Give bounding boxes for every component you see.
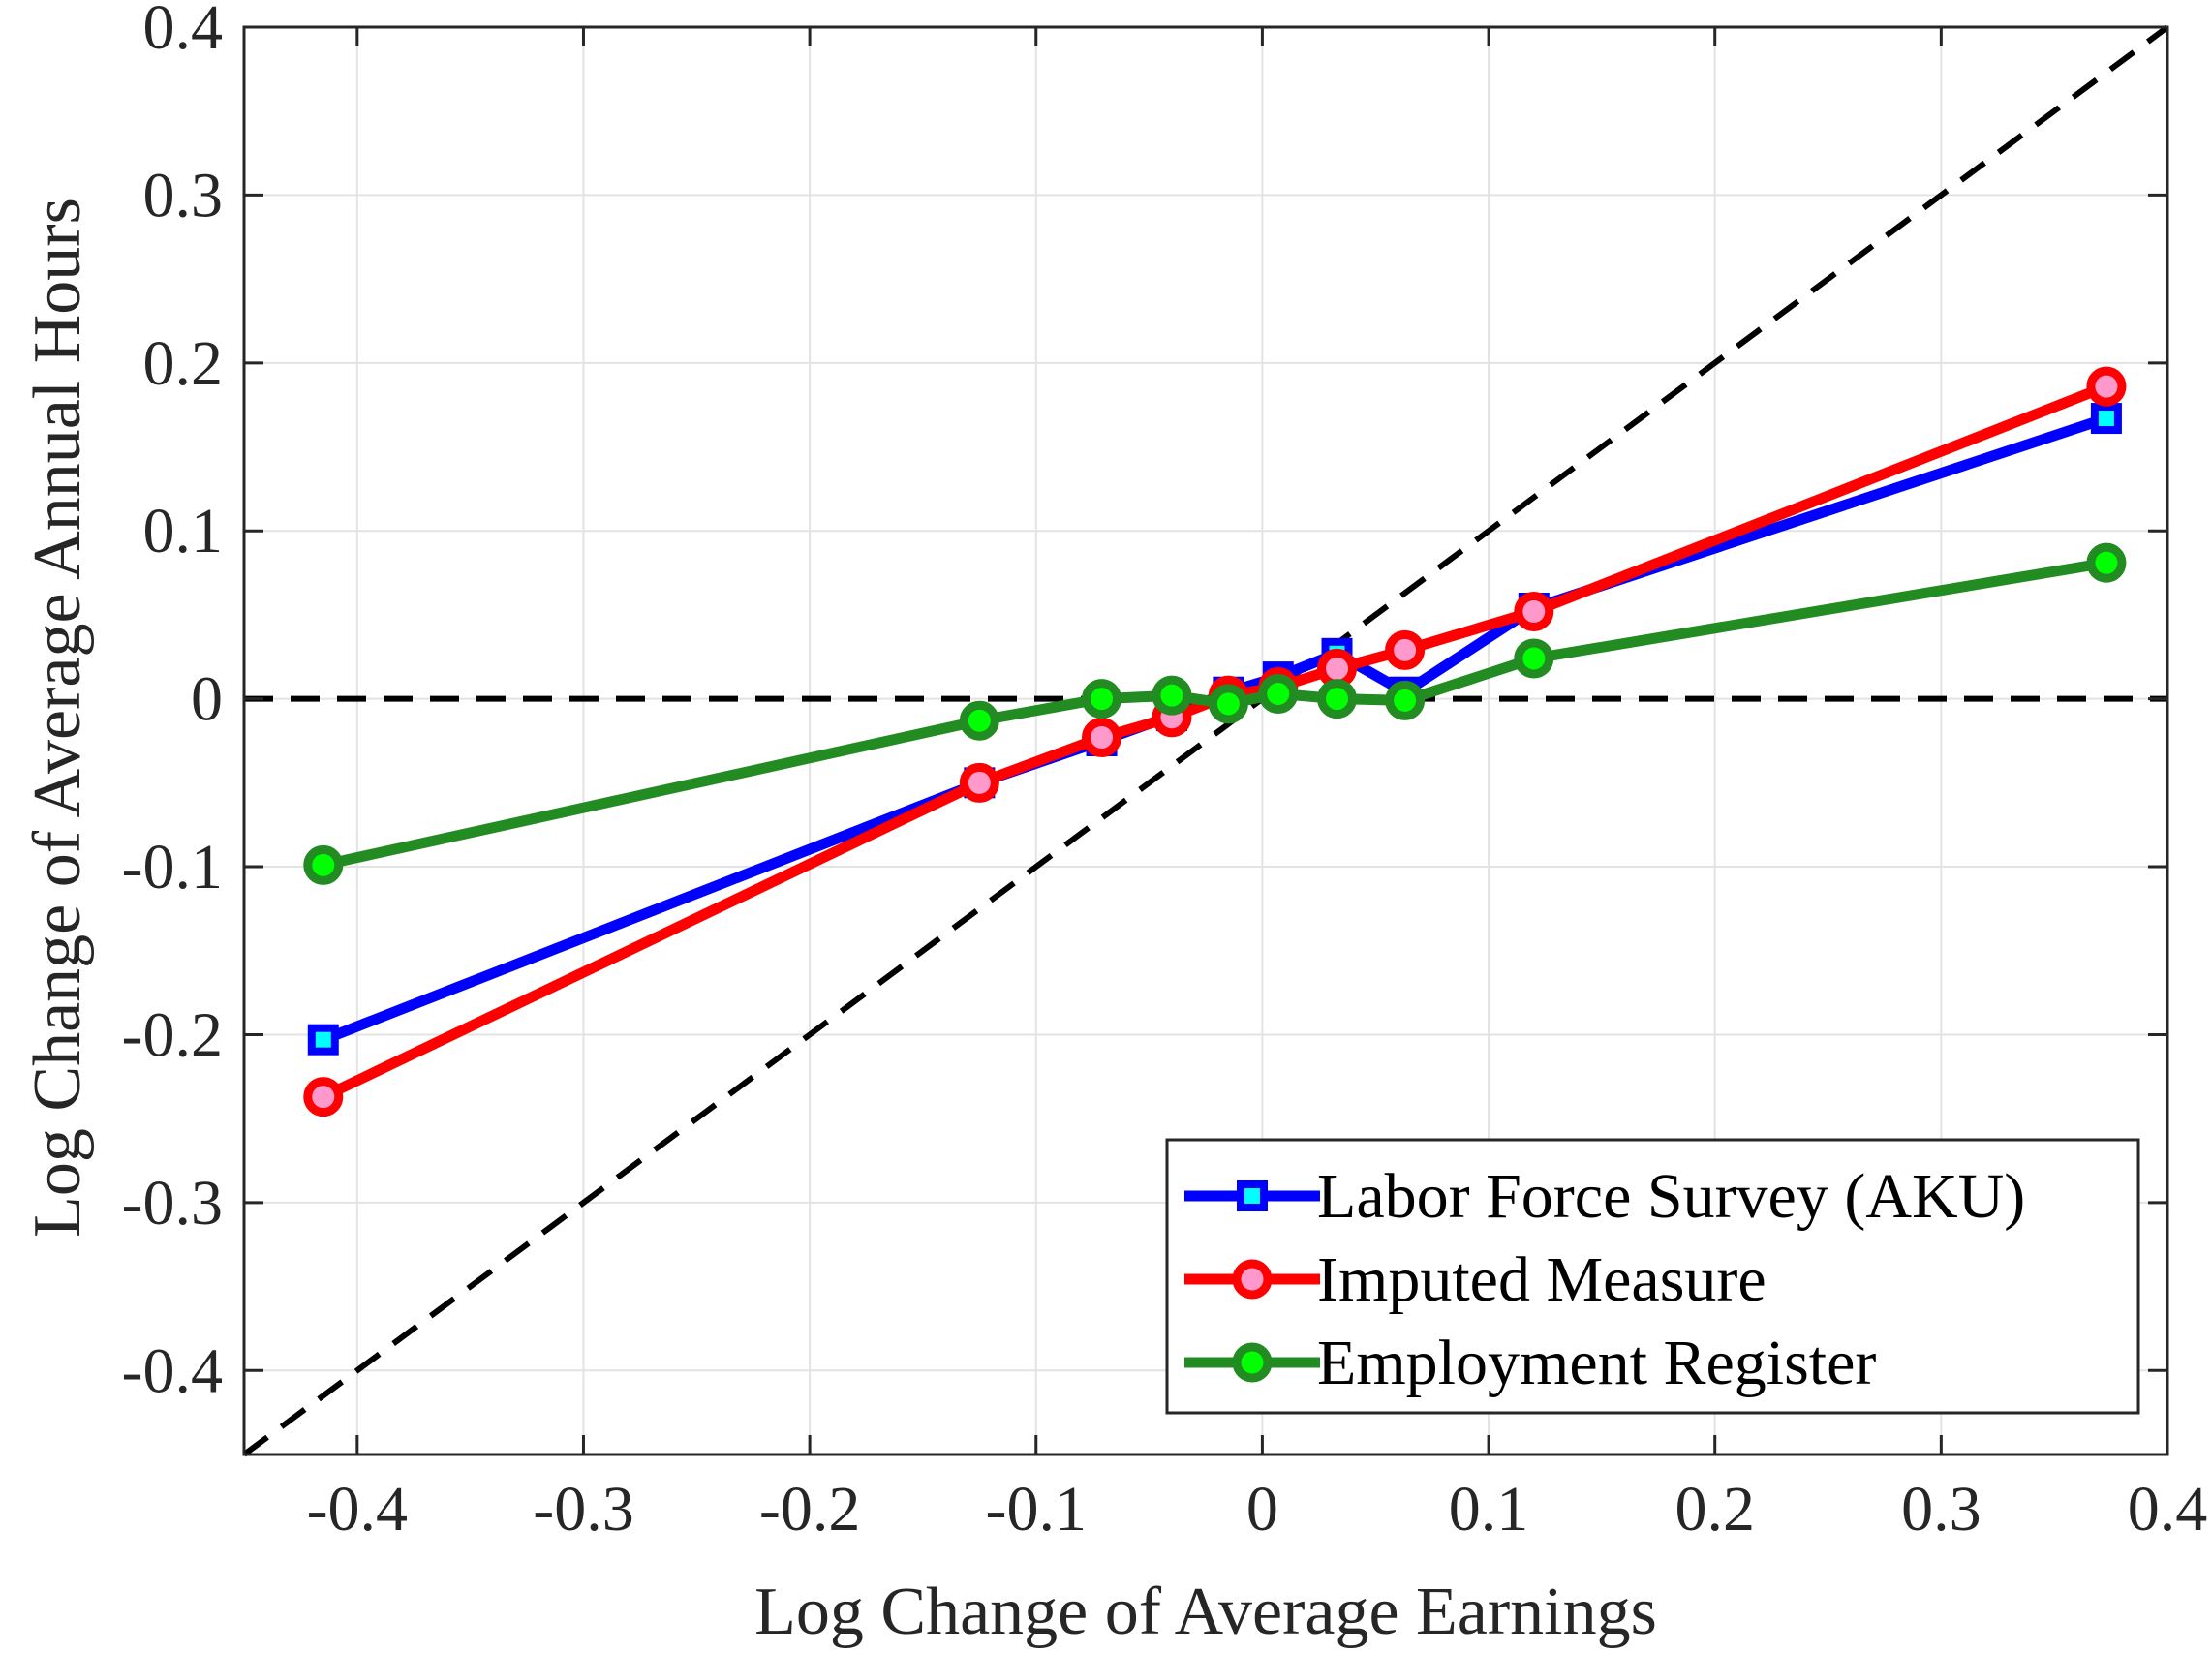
y-tick-label: -0.3 bbox=[122, 1168, 223, 1239]
x-tick-label: 0.4 bbox=[2128, 1474, 2208, 1545]
legend-label: Labor Force Survey (AKU) bbox=[1317, 1161, 2025, 1232]
data-point-marker bbox=[1082, 679, 1122, 719]
data-point-marker bbox=[2090, 403, 2122, 435]
legend-label: Imputed Measure bbox=[1317, 1244, 1767, 1315]
legend-item: Labor Force Survey (AKU) bbox=[1184, 1161, 2025, 1232]
x-tick-label: 0.3 bbox=[1901, 1474, 1982, 1545]
series-line bbox=[318, 381, 2112, 1103]
y-tick-labels: -0.4 -0.3 -0.2 -0.1 0 0.1 0.2 0.3 0.4 bbox=[122, 0, 223, 1406]
reference-lines bbox=[242, 24, 2169, 1457]
data-point-marker bbox=[2086, 366, 2127, 407]
axis-ticks bbox=[244, 25, 2169, 1454]
data-point-marker bbox=[1385, 629, 1426, 670]
data-series bbox=[303, 366, 2127, 1117]
y-axis-label: Log Change of Average Annual Hours bbox=[20, 198, 95, 1238]
y-tick-label: 0.2 bbox=[143, 328, 224, 399]
data-point-marker bbox=[959, 700, 999, 741]
x-tick-label: 0.2 bbox=[1674, 1474, 1755, 1545]
data-point-marker bbox=[307, 1024, 339, 1056]
data-point-marker bbox=[1208, 684, 1248, 724]
data-point-marker bbox=[1152, 675, 1192, 716]
data-point-marker bbox=[1082, 718, 1122, 758]
x-tick-label: -0.4 bbox=[307, 1474, 408, 1545]
data-point-marker bbox=[1317, 679, 1358, 719]
legend: Labor Force Survey (AKU) Imputed Measure E… bbox=[1165, 1138, 2140, 1415]
data-point-marker bbox=[303, 844, 344, 885]
x-tick-labels: -0.4 -0.3 -0.2 -0.1 0 0.1 0.2 0.3 0.4 bbox=[307, 1474, 2208, 1545]
data-point-marker bbox=[303, 1077, 344, 1117]
data-point-marker bbox=[1232, 1342, 1273, 1383]
axes-box bbox=[242, 25, 2169, 1456]
y-tick-label: 0.4 bbox=[143, 0, 224, 63]
data-point-marker bbox=[1385, 680, 1426, 720]
data-point-marker bbox=[1514, 638, 1554, 679]
legend-item: Imputed Measure bbox=[1184, 1244, 1767, 1315]
y-tick-label: -0.2 bbox=[122, 999, 223, 1070]
x-axis-label: Log Change of Average Earnings bbox=[754, 1575, 1657, 1649]
y-tick-label: -0.1 bbox=[122, 832, 223, 903]
legend-label: Employment Register bbox=[1317, 1328, 1876, 1398]
data-point-marker bbox=[2086, 542, 2127, 583]
data-point-marker bbox=[1232, 1259, 1273, 1300]
legend-box bbox=[1165, 1138, 2140, 1415]
y-tick-label: 0.3 bbox=[143, 160, 224, 230]
data-point-marker bbox=[1514, 591, 1554, 631]
x-tick-label: -0.3 bbox=[533, 1474, 633, 1545]
y-tick-label: 0.1 bbox=[143, 496, 224, 566]
y-tick-label: -0.4 bbox=[122, 1335, 223, 1406]
data-point-marker bbox=[959, 762, 999, 803]
legend-item: Employment Register bbox=[1184, 1328, 1876, 1398]
y-tick-label: 0 bbox=[191, 664, 223, 735]
reference-line bbox=[242, 24, 2169, 1457]
x-tick-label: 0.1 bbox=[1449, 1474, 1529, 1545]
data-point-marker bbox=[1237, 1180, 1268, 1211]
x-tick-label: 0 bbox=[1246, 1474, 1278, 1545]
series-2 bbox=[303, 542, 2127, 885]
x-tick-label: -0.2 bbox=[759, 1474, 860, 1545]
series-line bbox=[318, 557, 2112, 871]
x-tick-label: -0.1 bbox=[986, 1474, 1087, 1545]
data-point-marker bbox=[1258, 673, 1299, 714]
